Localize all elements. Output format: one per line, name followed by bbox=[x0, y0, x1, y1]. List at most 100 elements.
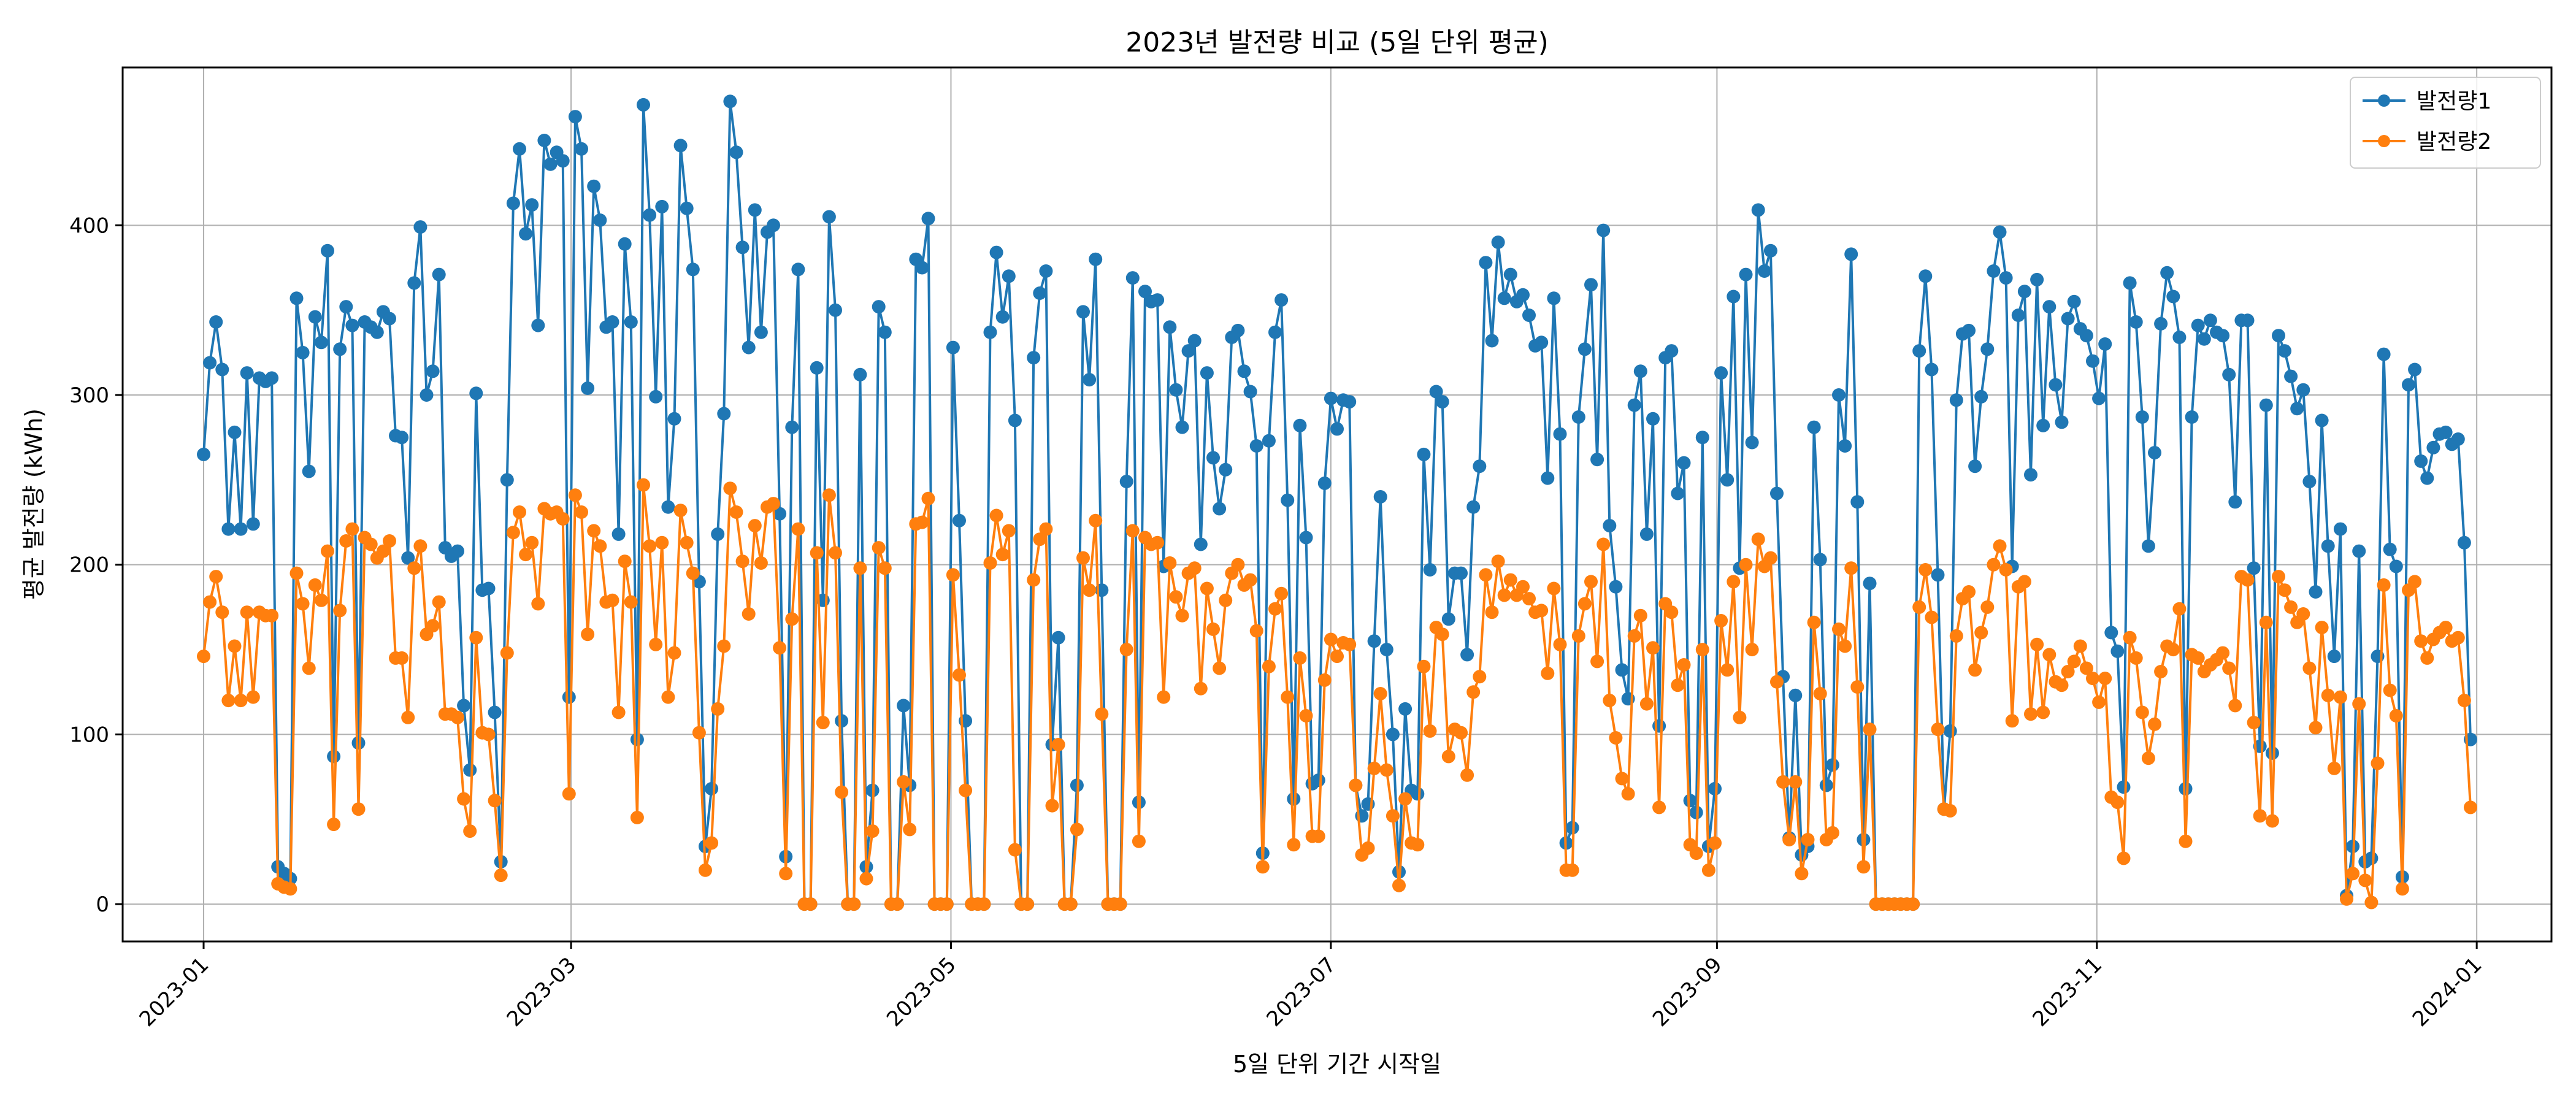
data-point bbox=[1639, 527, 1654, 541]
data-point bbox=[1825, 826, 1839, 840]
data-point bbox=[2061, 312, 2075, 326]
data-point bbox=[1398, 792, 1413, 806]
data-point bbox=[2383, 542, 2397, 556]
data-point bbox=[1175, 420, 1189, 434]
data-point bbox=[2135, 705, 2149, 719]
data-point bbox=[829, 303, 842, 317]
data-point bbox=[351, 736, 366, 750]
data-point bbox=[754, 325, 768, 339]
data-point bbox=[1788, 688, 1803, 702]
data-point bbox=[1677, 658, 1691, 672]
data-point bbox=[1076, 305, 1090, 319]
data-point bbox=[1249, 439, 1263, 453]
data-point bbox=[1980, 342, 1995, 356]
data-point bbox=[308, 310, 322, 324]
data-point bbox=[2352, 544, 2366, 558]
y-tick-label: 100 bbox=[69, 723, 109, 747]
data-point bbox=[903, 822, 917, 837]
data-point bbox=[1571, 410, 1585, 424]
data-point bbox=[1491, 554, 1505, 569]
data-point bbox=[995, 310, 1010, 324]
data-point bbox=[314, 593, 328, 607]
data-point bbox=[1714, 614, 1728, 627]
data-point bbox=[413, 539, 427, 553]
data-point bbox=[1727, 289, 1741, 304]
data-point bbox=[705, 836, 719, 850]
data-point bbox=[1553, 637, 1567, 651]
data-point bbox=[2451, 432, 2465, 446]
data-point bbox=[2166, 289, 2180, 304]
data-point bbox=[1968, 459, 1982, 473]
data-point bbox=[2117, 780, 2131, 794]
data-point bbox=[748, 203, 762, 217]
data-point bbox=[2265, 814, 2279, 828]
data-point bbox=[1720, 663, 1735, 677]
data-point bbox=[1089, 513, 1103, 527]
data-point bbox=[1033, 286, 1047, 300]
data-point bbox=[2042, 648, 2057, 662]
data-point bbox=[1987, 264, 2001, 278]
data-point bbox=[2117, 851, 2131, 865]
data-point bbox=[2005, 714, 2019, 728]
data-point bbox=[1832, 622, 1846, 636]
data-point bbox=[1503, 573, 1517, 587]
data-point bbox=[1317, 673, 1332, 687]
data-point bbox=[593, 213, 607, 227]
data-point bbox=[1745, 643, 1759, 657]
data-point bbox=[1392, 878, 1406, 892]
data-point bbox=[2141, 539, 2155, 553]
data-point bbox=[296, 345, 310, 359]
data-point bbox=[1466, 500, 1481, 514]
data-point bbox=[1516, 288, 1530, 302]
data-point bbox=[1206, 622, 1220, 636]
data-point bbox=[1615, 663, 1629, 677]
data-point bbox=[2216, 329, 2230, 343]
data-point bbox=[649, 389, 663, 404]
data-point bbox=[1962, 323, 1976, 337]
data-point bbox=[1268, 602, 1282, 616]
data-point bbox=[1454, 726, 1468, 740]
data-point bbox=[1813, 687, 1827, 700]
data-point bbox=[1200, 366, 1214, 380]
data-point bbox=[2333, 522, 2347, 536]
data-point bbox=[1454, 566, 1468, 580]
data-point bbox=[2315, 621, 2329, 635]
data-point bbox=[1757, 264, 1771, 278]
data-point bbox=[2172, 331, 2187, 344]
data-point bbox=[1411, 838, 1425, 852]
data-point bbox=[1435, 627, 1449, 642]
data-point bbox=[321, 544, 334, 558]
data-point bbox=[2364, 895, 2379, 910]
data-point bbox=[946, 568, 960, 582]
data-point bbox=[1293, 651, 1307, 665]
data-point bbox=[1671, 678, 1685, 692]
data-point bbox=[2110, 644, 2125, 658]
data-point bbox=[1925, 610, 1939, 624]
data-point bbox=[1621, 787, 1635, 801]
data-point bbox=[1695, 643, 1709, 657]
data-point bbox=[407, 561, 421, 575]
data-point bbox=[1863, 577, 1877, 591]
legend-marker-1 bbox=[2378, 94, 2390, 107]
data-point bbox=[1949, 393, 1963, 407]
data-point bbox=[494, 868, 508, 883]
data-point bbox=[1906, 897, 1920, 911]
data-point bbox=[221, 694, 236, 708]
data-point bbox=[432, 595, 446, 609]
data-point bbox=[1411, 787, 1425, 801]
data-point bbox=[302, 464, 316, 478]
data-point bbox=[1473, 459, 1487, 473]
data-point bbox=[2185, 410, 2199, 424]
data-point bbox=[209, 570, 223, 584]
data-point bbox=[513, 505, 526, 519]
data-point bbox=[2030, 637, 2044, 651]
data-point bbox=[1027, 351, 1041, 365]
data-point bbox=[661, 690, 675, 704]
data-point bbox=[878, 561, 892, 575]
data-point bbox=[1652, 800, 1666, 815]
data-point bbox=[2346, 867, 2360, 881]
data-point bbox=[1287, 838, 1301, 852]
data-point bbox=[1776, 775, 1790, 789]
data-point bbox=[1590, 654, 1604, 669]
data-point bbox=[2247, 561, 2261, 575]
